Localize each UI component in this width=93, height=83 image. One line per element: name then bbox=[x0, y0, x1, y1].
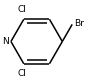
Text: Br: Br bbox=[74, 19, 84, 28]
Text: Cl: Cl bbox=[17, 69, 26, 78]
Text: Cl: Cl bbox=[17, 5, 26, 14]
Text: N: N bbox=[2, 37, 8, 46]
